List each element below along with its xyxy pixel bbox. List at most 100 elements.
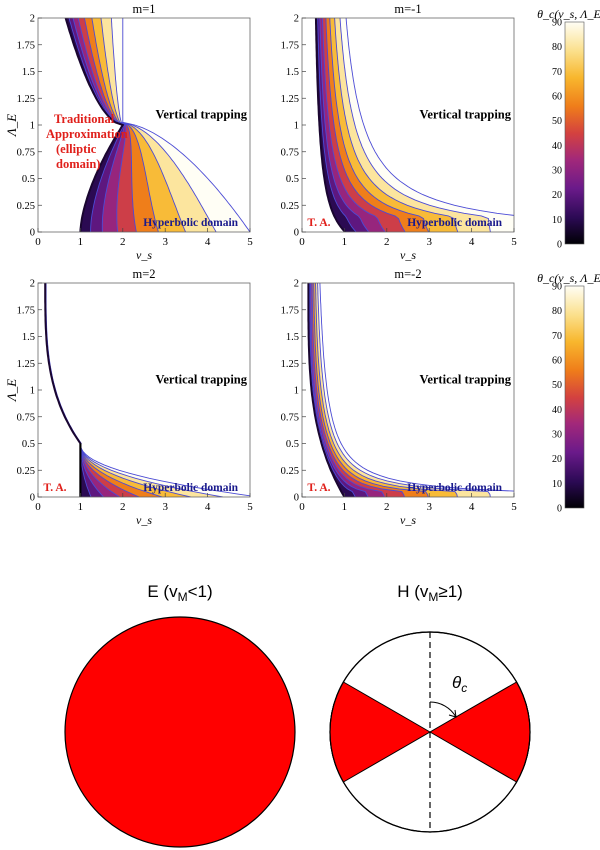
vertical-trapping-label: Vertical trapping <box>155 108 247 122</box>
y-tick-label: 1 <box>30 386 35 397</box>
y-tick-label: 2 <box>294 14 299 25</box>
colorbar-gradient <box>564 285 585 509</box>
hyperbolic-disk <box>329 631 531 833</box>
x-tick-label: 2 <box>384 501 390 513</box>
y-tick-label: 0.75 <box>281 412 299 423</box>
x-tick-label: 5 <box>247 501 253 513</box>
y-tick-label: 1.25 <box>281 94 299 105</box>
contour-line <box>339 18 491 232</box>
elliptic-disk <box>64 616 296 848</box>
y-tick-label: 0 <box>30 228 35 239</box>
x-tick-label: 1 <box>78 501 84 513</box>
y-tick-label: 1.75 <box>17 305 35 316</box>
contour-band <box>65 18 124 232</box>
hyperbolic-domain-label: Hyperbolic domain <box>407 482 502 494</box>
panel-m-2: 0 1 2 3 4 5 0 0.25 0.5 0.75 1 1.25 1.5 1.75 2 m=-2 ν_s Ve… <box>281 267 518 527</box>
x-tick-label: 2 <box>120 236 126 248</box>
y-tick-label: 2 <box>30 279 35 290</box>
y-tick-label: 1.75 <box>281 40 299 51</box>
contour-line <box>110 18 217 232</box>
contour-line <box>311 283 406 497</box>
hyperbolic-domain-label: Hyperbolic domain <box>143 217 238 229</box>
y-tick-label: 1.5 <box>22 332 35 343</box>
colorbar-tick-label: 70 <box>552 67 562 78</box>
y-tick-label: 0.5 <box>22 439 35 450</box>
y-axis-label: Λ_E <box>4 114 19 138</box>
plot-frame <box>37 282 251 498</box>
colorbar-tick-label: 50 <box>552 116 562 127</box>
contour-band <box>308 283 369 497</box>
y-tick-label: 0 <box>294 228 299 239</box>
y-tick-label: 0 <box>30 493 35 504</box>
colorbar-top: 0 10 20 30 40 50 60 70 80 90θ_c(ν_s, Λ_E) <box>537 7 600 251</box>
colorbar-tick-label: 90 <box>552 18 562 29</box>
ta-label: T. A. <box>43 482 66 494</box>
x-tick-label: 4 <box>469 501 475 513</box>
y-tick-label: 0.5 <box>22 174 35 185</box>
contour-line <box>319 18 370 232</box>
contour-line <box>122 18 250 232</box>
y-tick-label: 0.25 <box>281 201 299 212</box>
y-tick-label: 0.5 <box>286 439 299 450</box>
elliptic-annotation-line: Approximation <box>46 127 128 141</box>
boundary-curve <box>307 283 346 497</box>
contour-line <box>325 18 406 232</box>
contour-line <box>329 18 430 232</box>
x-axis-label: ν_s <box>400 248 416 262</box>
x-tick-label: 4 <box>469 236 475 248</box>
contour-line <box>45 283 191 497</box>
elliptic-title: E (vM<1) <box>147 582 212 604</box>
diagram-hyperbolic: H (vM≥1) θc <box>329 582 531 833</box>
y-tick-label: 0.75 <box>281 147 299 158</box>
y-axis-label: Λ_E <box>4 379 19 403</box>
colorbar-tick-label: 30 <box>552 166 562 177</box>
contour-line <box>100 18 187 232</box>
ta-label: T. A. <box>307 217 330 229</box>
y-tick-label: 1.75 <box>281 305 299 316</box>
colorbar-tick-label: 20 <box>552 190 562 201</box>
colorbar-tick-label: 50 <box>552 380 562 391</box>
x-axis-label: ν_s <box>136 248 152 262</box>
colorbar-label: θ_c(ν_s, Λ_E) <box>537 7 600 21</box>
hyperbolic-title: H (vM≥1) <box>397 582 463 604</box>
diagram-elliptic: E (vM<1) <box>64 582 296 848</box>
colorbar-label: θ_c(ν_s, Λ_E) <box>537 271 600 285</box>
ta-label: T. A. <box>307 482 330 494</box>
y-tick-label: 1.75 <box>17 40 35 51</box>
y-tick-label: 2 <box>294 279 299 290</box>
y-tick-label: 1.25 <box>17 359 35 370</box>
x-tick-label: 4 <box>205 501 211 513</box>
y-tick-label: 1 <box>294 386 299 397</box>
colorbar-tick-label: 60 <box>552 92 562 103</box>
panel-title: m=1 <box>132 2 155 16</box>
x-tick-label: 5 <box>247 236 253 248</box>
x-axis-label: ν_s <box>136 513 152 527</box>
colorbar-tick-label: 0 <box>557 504 562 515</box>
colorbar-tick-label: 80 <box>552 306 562 317</box>
y-tick-label: 0 <box>294 493 299 504</box>
panel-title: m=-1 <box>394 2 421 16</box>
contour-line <box>310 283 385 497</box>
y-tick-label: 0.75 <box>17 412 35 423</box>
contour-line <box>319 283 514 492</box>
vertical-trapping-label: Vertical trapping <box>419 108 511 122</box>
y-tick-label: 0.25 <box>17 466 35 477</box>
theta-arrowhead <box>448 709 457 718</box>
x-tick-label: 1 <box>78 236 84 248</box>
colorbar-tick-label: 60 <box>552 356 562 367</box>
x-tick-label: 3 <box>162 236 168 248</box>
y-tick-label: 0.25 <box>281 466 299 477</box>
contour-line <box>334 18 459 232</box>
colorbar-bottom: 0 10 20 30 40 50 60 70 80 90θ_c(ν_s, Λ_E) <box>537 271 600 515</box>
y-tick-label: 2 <box>30 14 35 25</box>
vertical-trapping-label: Vertical trapping <box>419 373 511 387</box>
panel-m-1: 0 1 2 3 4 5 0 0.25 0.5 0.75 1 1.25 1.5 1.75 2 m=-1 ν_s Ve… <box>281 2 518 262</box>
contour-line <box>309 283 369 497</box>
contour-line <box>317 283 491 497</box>
x-tick-label: 5 <box>511 501 517 513</box>
contour-band <box>45 283 250 497</box>
colorbar-tick-label: 40 <box>552 141 562 152</box>
boundary-curve <box>314 18 346 232</box>
colorbar-tick-label: 30 <box>552 430 562 441</box>
y-tick-label: 1 <box>294 121 299 132</box>
